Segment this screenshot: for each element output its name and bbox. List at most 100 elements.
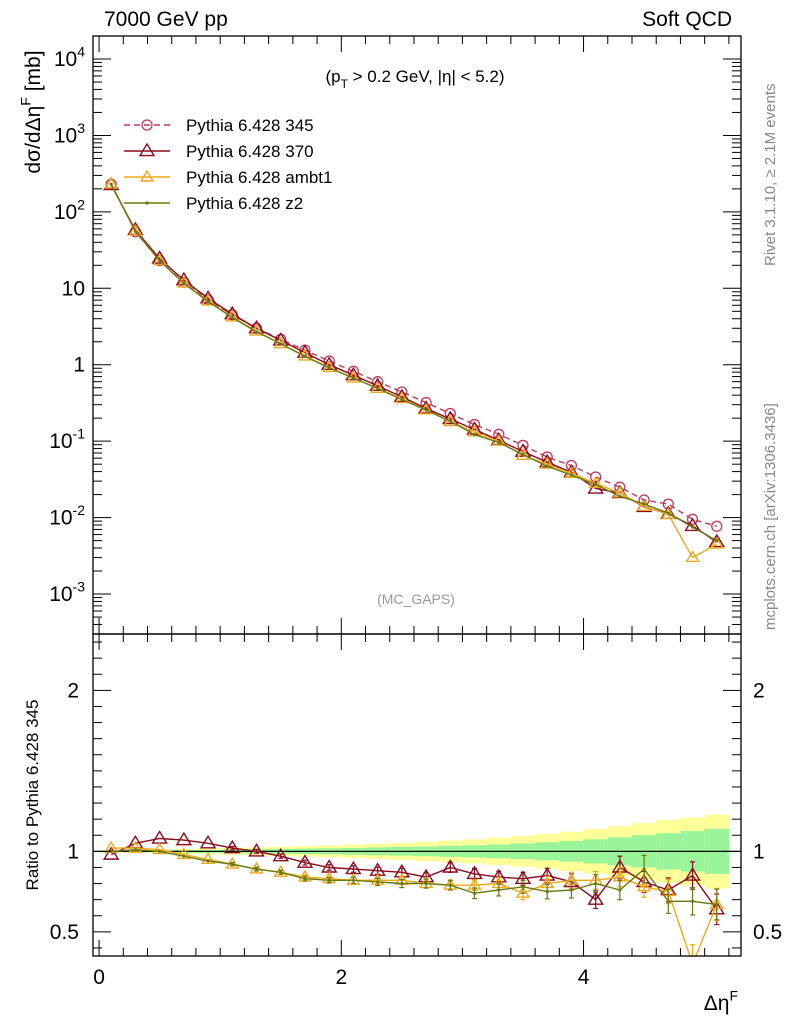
- data-point-2-23: [661, 507, 676, 520]
- ratio-y-tick-label: 2: [67, 679, 79, 702]
- ratio-point-3-4: [206, 859, 210, 863]
- ratio-point-3-18: [545, 890, 549, 894]
- data-point-2-20: [588, 476, 603, 488]
- ratio-point-1-3: [175, 831, 193, 846]
- ratio-point-3-14: [448, 883, 452, 887]
- ratio-point-3-24: [690, 899, 695, 903]
- ratio-point-3-6: [254, 867, 259, 871]
- ratio-point-3-10: [351, 878, 356, 882]
- ratio-point-3-11: [376, 880, 380, 884]
- ratio-point-3-15: [472, 891, 477, 895]
- data-point-0-13: [420, 396, 432, 409]
- data-point-2-2: [152, 253, 167, 266]
- ratio-point-3-23: [666, 899, 670, 903]
- ratio-point-1-8: [296, 854, 314, 868]
- ratio-point-2-22: [636, 879, 652, 892]
- ratio-point-3-21: [618, 888, 622, 892]
- data-point-2-1: [128, 223, 143, 236]
- legend-marker-0: [141, 119, 153, 131]
- data-point-1-13: [417, 400, 435, 414]
- data-point-0-11: [371, 376, 384, 388]
- legend-marker-2: [139, 169, 155, 182]
- data-point-3-9: [327, 366, 331, 370]
- ratio-y-axis-label: Ratio to Pythia 6.428 345: [23, 700, 42, 891]
- ratio-point-3-17: [521, 885, 525, 889]
- ratio-point-1-0: [102, 846, 120, 860]
- ratio-point-3-8: [303, 877, 307, 881]
- data-point-1-11: [369, 377, 386, 392]
- axes-group: 0 2 4 10-3​ 10-2​ 10-1​ 1 10 102​ 103​ 104​ 0.5 0.5 1…: [49, 35, 782, 989]
- data-point-3-15: [472, 432, 477, 437]
- data-point-2-0: [103, 176, 119, 189]
- data-point-3-5: [230, 315, 234, 320]
- y-tick-label: 10: [62, 277, 85, 300]
- data-point-0-9: [323, 355, 335, 367]
- y-tick-label: 103​: [54, 120, 85, 147]
- ratio-point-2-17: [515, 885, 531, 898]
- ratio-line-3: [111, 848, 717, 906]
- data-point-3-7: [279, 342, 283, 346]
- data-point-3-3: [182, 281, 186, 285]
- ratio-point-1-20: [587, 891, 604, 905]
- ratio-point-3-25: [715, 902, 719, 907]
- ratio-y-tick-label-right: 1: [753, 840, 765, 863]
- ratio-point-1-2: [151, 830, 168, 844]
- ratio-y-tick-label: 0.5: [50, 921, 79, 944]
- data-point-3-17: [521, 452, 525, 457]
- y-tick-label: 10-3​: [49, 579, 85, 606]
- header-left: 7000 GeV pp: [104, 8, 228, 31]
- series-line-2: [110, 183, 718, 559]
- x-tick-label: 2: [335, 966, 347, 989]
- ratio-series-group: [92, 830, 742, 1017]
- data-point-3-12: [400, 397, 404, 402]
- y-tick-label: 104​: [54, 44, 85, 71]
- data-point-3-13: [424, 408, 428, 412]
- data-point-3-4: [206, 299, 210, 304]
- main-series-group: [102, 176, 726, 563]
- ratio-point-3-7: [279, 870, 283, 874]
- legend-marker-1: [138, 142, 156, 157]
- data-point-3-6: [254, 330, 259, 334]
- ratio-y-tick-label-right: 0.5: [753, 921, 782, 944]
- data-point-3-0: [109, 182, 113, 186]
- series-line-3: [110, 183, 718, 542]
- data-point-3-11: [376, 386, 380, 391]
- data-point-0-19: [565, 459, 578, 472]
- ratio-point-3-3: [182, 854, 186, 858]
- data-point-2-17: [515, 448, 531, 461]
- ratio-point-2-1: [128, 840, 143, 853]
- data-point-0-21: [614, 481, 626, 493]
- cut-annotation: (pT​ > 0.2 GeV, |η| < 5.2): [325, 67, 504, 91]
- series-line-1: [110, 184, 718, 543]
- legend-label-1: Pythia 6.428 370: [186, 142, 314, 161]
- data-point-3-20: [594, 483, 598, 487]
- data-point-3-14: [448, 419, 452, 423]
- y-tick-label: 10-2​: [49, 502, 85, 529]
- ratio-frame: [92, 633, 742, 957]
- x-axis-label: ΔηF​: [704, 988, 738, 1015]
- data-point-3-24: [690, 525, 695, 529]
- data-point-0-16: [493, 428, 505, 440]
- text-group: dσ/dΔηF​ [mb] Ratio to Pythia 6.428 345 Δη…: [18, 50, 738, 1015]
- ratio-point-3-16: [497, 888, 501, 892]
- legend-label-0: Pythia 6.428 345: [186, 116, 314, 135]
- ratio-point-3-13: [424, 881, 428, 886]
- ratio-point-2-10: [346, 873, 361, 885]
- legend-label-3: Pythia 6.428 z2: [186, 194, 303, 213]
- x-tick-label: 4: [578, 966, 590, 989]
- ratio-y-tick-label-right: 2: [753, 679, 765, 702]
- ratio-point-3-0: [109, 849, 113, 853]
- ratio-point-1-5: [224, 839, 241, 854]
- data-point-3-23: [666, 511, 670, 515]
- data-point-3-22: [642, 502, 646, 506]
- ratio-point-1-6: [248, 842, 265, 857]
- y-tick-label: 1: [73, 354, 85, 377]
- data-point-2-18: [540, 456, 555, 469]
- legend: Pythia 6.428 345 Pythia 6.428 370 Pythia 6…: [124, 116, 332, 213]
- data-point-3-19: [569, 473, 574, 477]
- data-point-3-8: [303, 354, 307, 359]
- series-line-0: [110, 183, 717, 527]
- ratio-point-2-2: [152, 842, 167, 855]
- x-tick-label: 0: [93, 966, 105, 989]
